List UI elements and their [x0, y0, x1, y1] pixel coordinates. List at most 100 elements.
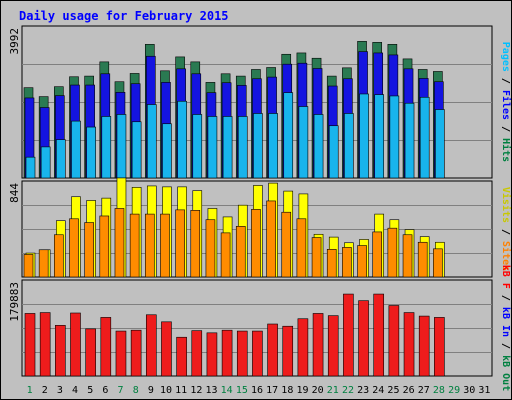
x-tick-day-6: 6 — [102, 385, 108, 396]
bar-kb-f-day-14 — [221, 329, 233, 377]
x-tick-day-3: 3 — [57, 385, 63, 396]
y-max-label: 3992 — [8, 28, 21, 55]
bar-sites-day-15 — [235, 225, 246, 278]
bar-sites-day-6 — [99, 215, 110, 278]
bar-kb-f-day-10 — [161, 321, 172, 377]
bar-sites-day-1 — [23, 254, 34, 278]
bar-sites-day-28 — [433, 248, 443, 278]
bar-pages-day-18 — [283, 92, 294, 179]
x-tick-day-20: 20 — [312, 385, 324, 396]
x-tick-day-27: 27 — [418, 385, 430, 396]
panel-hits-files-pages: 3992 Pages / Files / Hits — [8, 25, 512, 179]
legend-part: / — [500, 337, 511, 355]
bar-kb-f-day-5 — [85, 328, 96, 377]
x-tick-day-7: 7 — [118, 385, 124, 396]
bar-sites-day-26 — [402, 234, 413, 278]
x-tick-day-25: 25 — [387, 385, 399, 396]
legend-part: Hits — [500, 138, 512, 162]
bar-pages-day-17 — [268, 113, 278, 179]
bar-sites-day-24 — [372, 231, 383, 278]
bar-sites-day-3 — [54, 234, 64, 278]
bar-sites-day-16 — [251, 209, 261, 278]
bar-pages-day-26 — [404, 102, 415, 179]
bar-kb-f-day-17 — [267, 323, 278, 377]
bar-pages-day-6 — [101, 116, 112, 179]
x-tick-day-28: 28 — [433, 385, 445, 396]
x-tick-day-30: 30 — [463, 385, 475, 396]
x-tick-day-4: 4 — [72, 385, 78, 396]
bar-sites-day-5 — [84, 222, 94, 278]
x-tick-day-24: 24 — [372, 385, 384, 396]
bar-sites-day-11 — [175, 209, 185, 278]
x-axis-labels: 1 2 3 4 5 6 7 8 9 10 11 12 13 14 15 16 17 18 19 20 21 22 23 24 2… — [27, 385, 491, 396]
x-tick-day-2: 2 — [42, 385, 48, 396]
bar-sites-day-14 — [220, 232, 231, 278]
legend-part: Sites — [500, 241, 512, 271]
bar-kb-f-day-6 — [100, 317, 112, 377]
x-tick-day-8: 8 — [133, 385, 139, 396]
x-tick-day-17: 17 — [266, 385, 278, 396]
x-tick-day-22: 22 — [342, 385, 354, 396]
bar-pages-day-14 — [222, 116, 233, 179]
bar-kb-f-day-19 — [297, 318, 309, 377]
bar-kb-f-day-16 — [252, 330, 263, 377]
bar-sites-day-20 — [311, 237, 322, 278]
legend-part: / — [500, 289, 511, 307]
x-tick-day-10: 10 — [160, 385, 172, 396]
legend-part: Files — [500, 90, 512, 120]
legend-part: / — [500, 120, 511, 138]
bar-pages-day-13 — [207, 116, 218, 179]
bar-pages-day-27 — [419, 96, 430, 179]
bar-kb-f-day-25 — [388, 305, 400, 377]
bar-pages-day-25 — [389, 95, 400, 179]
bar-pages-day-28 — [435, 109, 445, 179]
bar-sites-day-13 — [205, 219, 216, 278]
bar-pages-day-19 — [298, 106, 309, 179]
bar-pages-day-20 — [313, 114, 324, 179]
bar-sites-day-25 — [387, 227, 398, 278]
y-max-label: 179883 — [8, 282, 21, 322]
bar-sites-day-12 — [190, 210, 201, 278]
bar-kb-f-day-11 — [176, 336, 187, 377]
x-tick-day-12: 12 — [190, 385, 202, 396]
bar-pages-day-1 — [25, 156, 36, 179]
legend-part: Pages — [500, 42, 511, 72]
bar-pages-day-7 — [116, 114, 127, 179]
bar-kb-f-day-23 — [358, 300, 369, 377]
x-tick-day-11: 11 — [175, 385, 187, 396]
panel-visits-sites: 844 Visits / Sites — [8, 177, 512, 278]
bar-sites-day-27 — [417, 241, 428, 278]
legend-part: kB In — [500, 307, 511, 337]
bar-pages-day-5 — [86, 126, 96, 179]
panels-group: 3992 Pages / Files / Hits 844 Visits / Site… — [8, 25, 512, 391]
x-tick-day-18: 18 — [281, 385, 293, 396]
bar-pages-day-16 — [253, 113, 263, 179]
bar-kb-f-day-1 — [24, 313, 36, 377]
bar-sites-day-7 — [114, 208, 125, 278]
bar-pages-day-21 — [328, 125, 339, 179]
legend-part: kB F — [500, 265, 511, 289]
bar-pages-day-23 — [359, 93, 369, 179]
x-tick-day-31: 31 — [478, 385, 490, 396]
bar-kb-f-day-8 — [130, 329, 142, 377]
bar-sites-day-8 — [129, 213, 140, 278]
panel-kbytes: 179883 kB F / kB In / kB Out — [8, 265, 511, 391]
x-tick-day-21: 21 — [327, 385, 339, 396]
bar-kb-f-day-28 — [434, 317, 445, 377]
bar-kb-f-day-18 — [282, 325, 294, 377]
bar-pages-day-22 — [344, 113, 354, 179]
bar-pages-day-24 — [374, 94, 385, 179]
x-tick-day-15: 15 — [236, 385, 248, 396]
bar-sites-day-10 — [160, 213, 170, 278]
bar-kb-f-day-26 — [403, 312, 415, 377]
bar-kb-f-day-3 — [55, 325, 66, 377]
bar-sites-day-22 — [342, 247, 352, 278]
bar-kb-f-day-27 — [418, 315, 430, 377]
x-tick-day-1: 1 — [27, 385, 33, 396]
bar-pages-day-12 — [192, 114, 203, 179]
legend-part: kB Out — [500, 355, 511, 391]
series-legend: Visits / Sites — [500, 187, 512, 271]
bar-sites-day-2 — [38, 249, 49, 278]
bar-pages-day-15 — [237, 116, 248, 179]
